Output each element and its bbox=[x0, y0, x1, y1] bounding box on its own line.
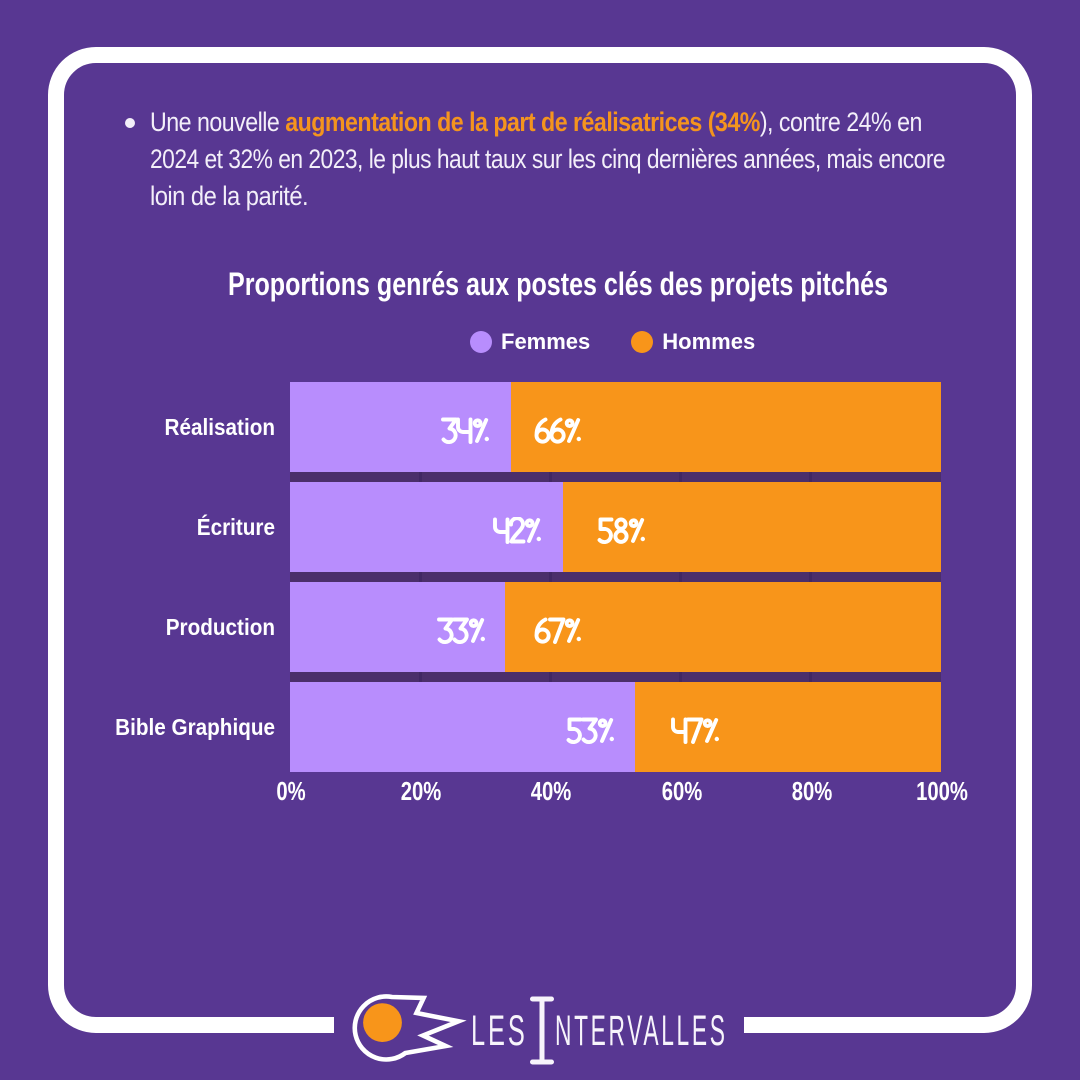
svg-text:LES: LES bbox=[471, 1007, 528, 1055]
svg-text:NTERVALLES: NTERVALLES bbox=[555, 1008, 728, 1055]
